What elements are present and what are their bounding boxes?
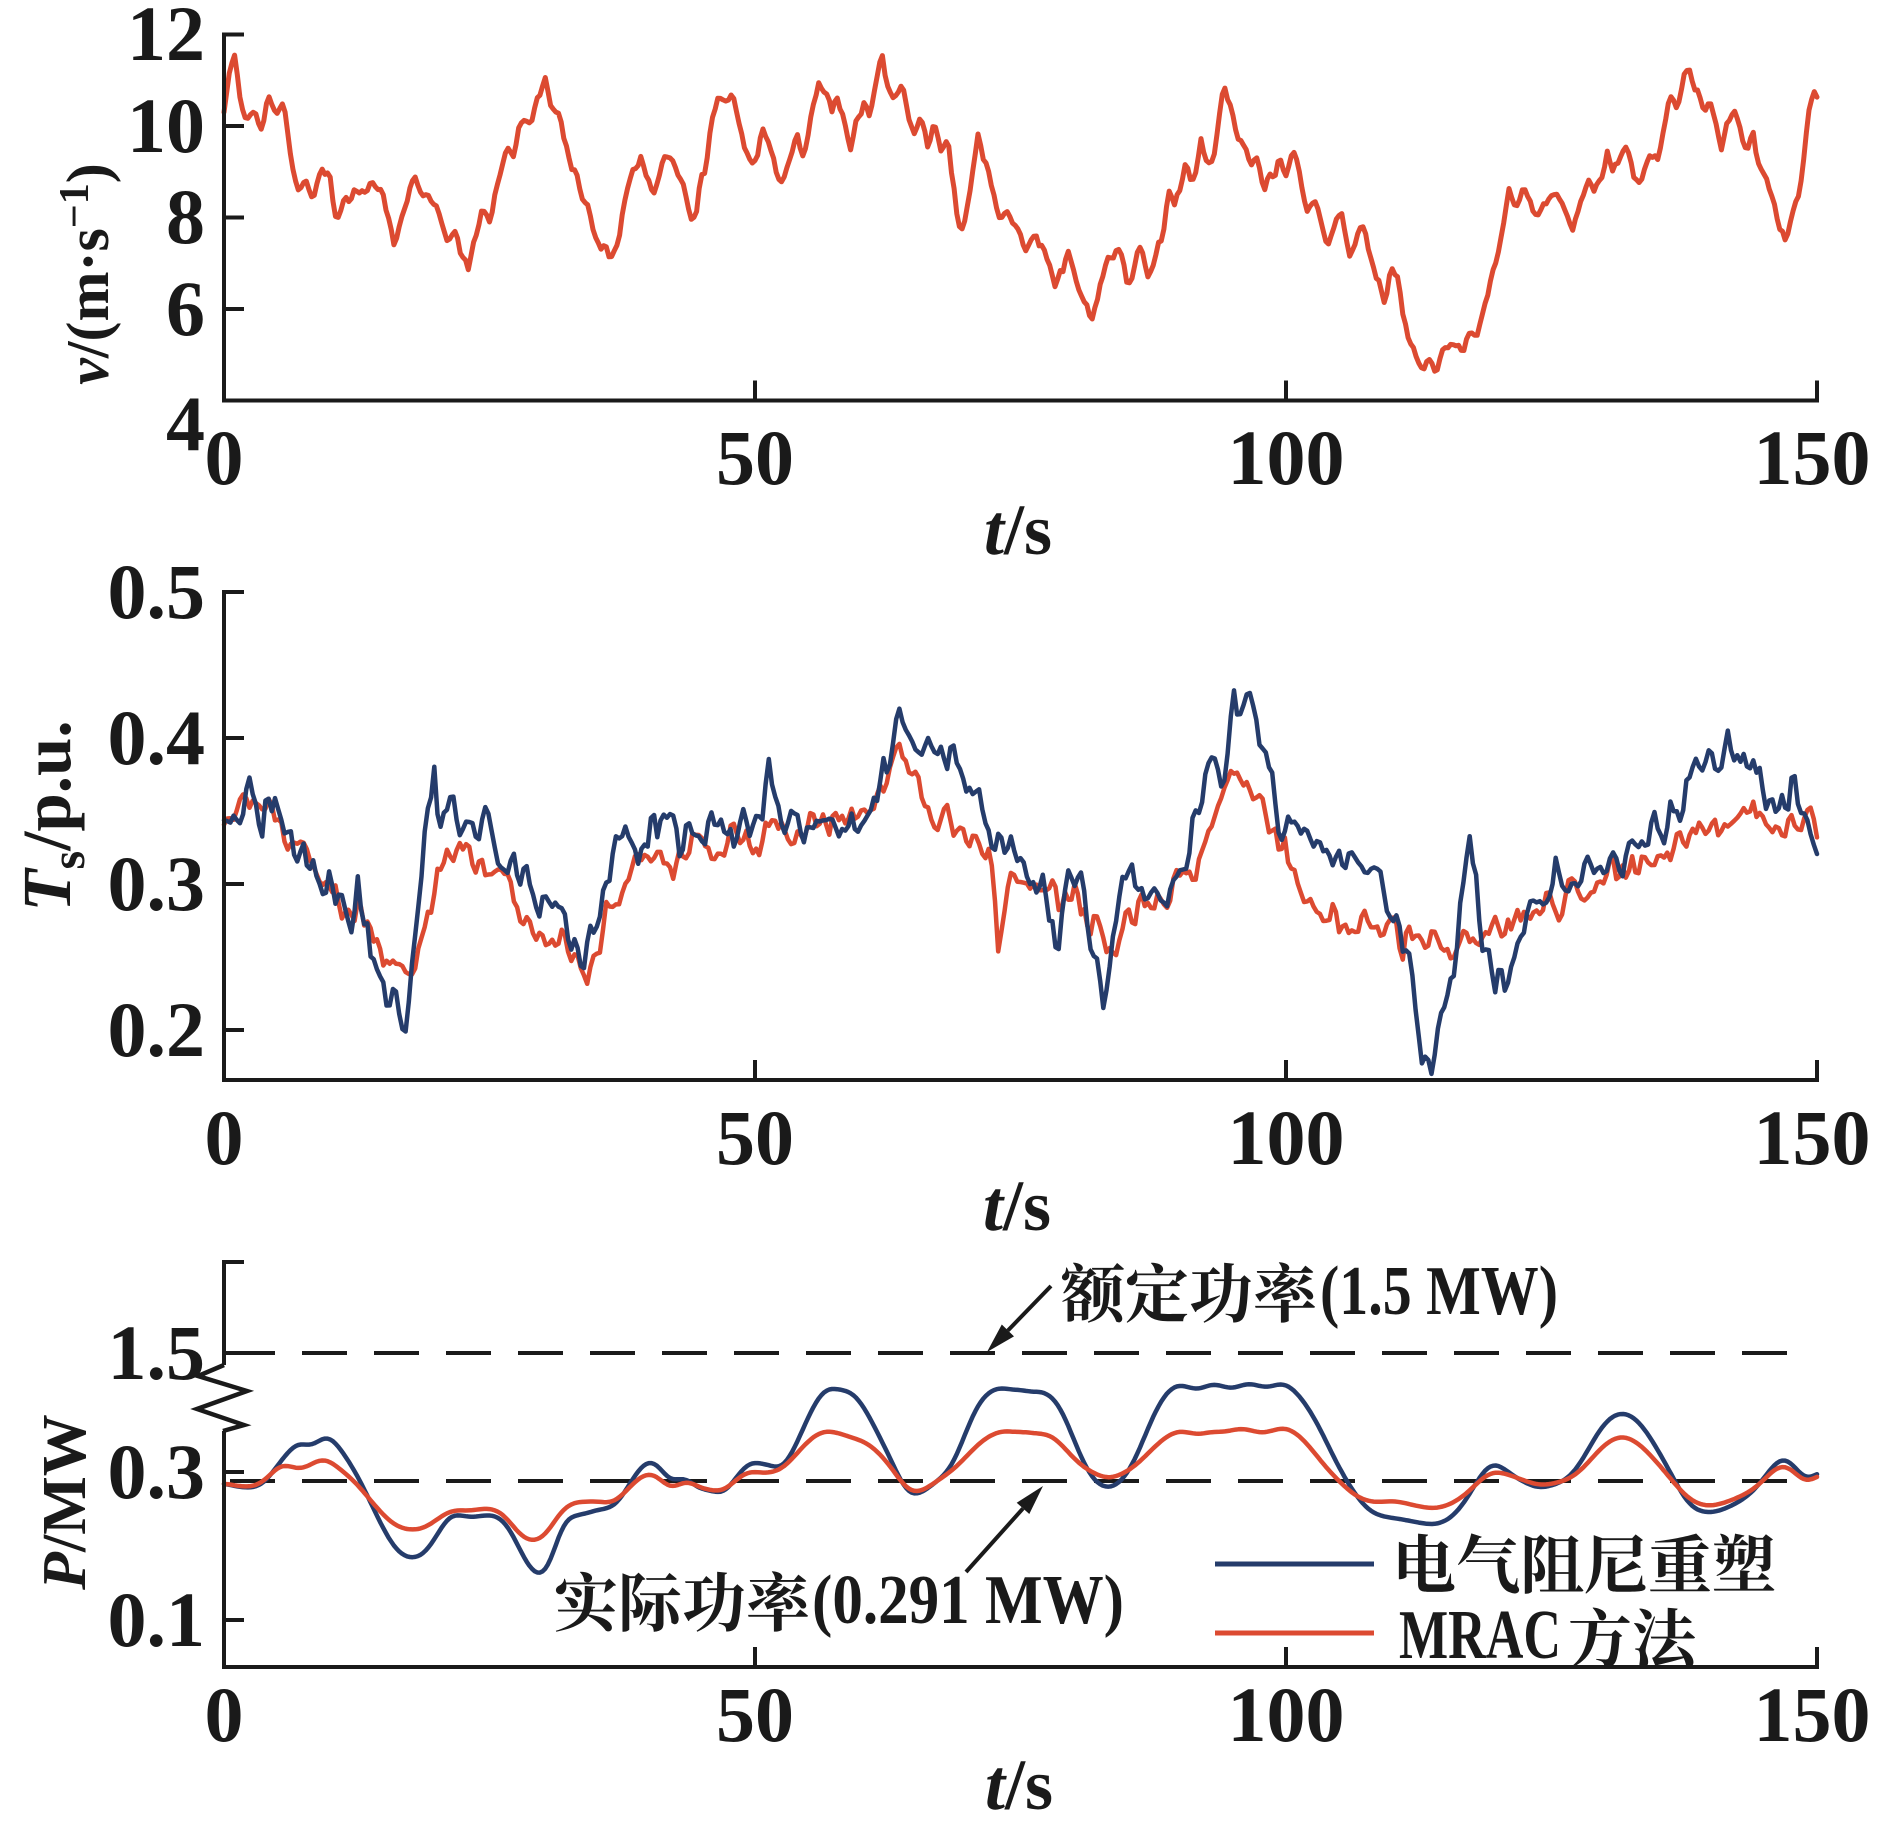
svg-text:0.1: 0.1 xyxy=(108,1576,206,1663)
svg-text:150: 150 xyxy=(1754,1094,1871,1181)
svg-text:8: 8 xyxy=(166,173,205,260)
svg-text:0.4: 0.4 xyxy=(108,694,206,781)
svg-text:(0.291 MW): (0.291 MW) xyxy=(812,1562,1124,1639)
svg-text:4: 4 xyxy=(166,380,205,467)
svg-text:t/s: t/s xyxy=(984,490,1052,570)
svg-text:0.2: 0.2 xyxy=(108,986,206,1073)
svg-text:100: 100 xyxy=(1228,1671,1345,1758)
svg-text:50: 50 xyxy=(716,414,794,501)
svg-text:150: 150 xyxy=(1754,414,1871,501)
svg-text:v/(m·s−1): v/(m·s−1) xyxy=(52,163,121,385)
svg-text:100: 100 xyxy=(1228,414,1345,501)
svg-text:0.3: 0.3 xyxy=(108,840,206,927)
svg-text:1.5: 1.5 xyxy=(108,1309,206,1396)
svg-text:(1.5 MW): (1.5 MW) xyxy=(1320,1253,1558,1330)
svg-text:0.5: 0.5 xyxy=(108,548,206,635)
svg-text:0: 0 xyxy=(205,1671,244,1758)
svg-text:150: 150 xyxy=(1754,1671,1871,1758)
svg-text:50: 50 xyxy=(716,1671,794,1758)
svg-text:t/s: t/s xyxy=(983,1166,1051,1246)
svg-text:P/MW: P/MW xyxy=(31,1414,99,1591)
svg-text:MRAC: MRAC xyxy=(1399,1597,1561,1674)
svg-text:t/s: t/s xyxy=(985,1745,1053,1821)
svg-text:Ts/p.u.: Ts/p.u. xyxy=(9,720,95,911)
svg-text:50: 50 xyxy=(716,1094,794,1181)
svg-text:100: 100 xyxy=(1228,1094,1345,1181)
svg-text:12: 12 xyxy=(127,0,205,77)
svg-text:0.3: 0.3 xyxy=(108,1428,206,1515)
svg-text:6: 6 xyxy=(166,265,205,352)
svg-text:0: 0 xyxy=(205,414,244,501)
svg-text:0: 0 xyxy=(205,1094,244,1181)
svg-text:10: 10 xyxy=(127,82,205,169)
